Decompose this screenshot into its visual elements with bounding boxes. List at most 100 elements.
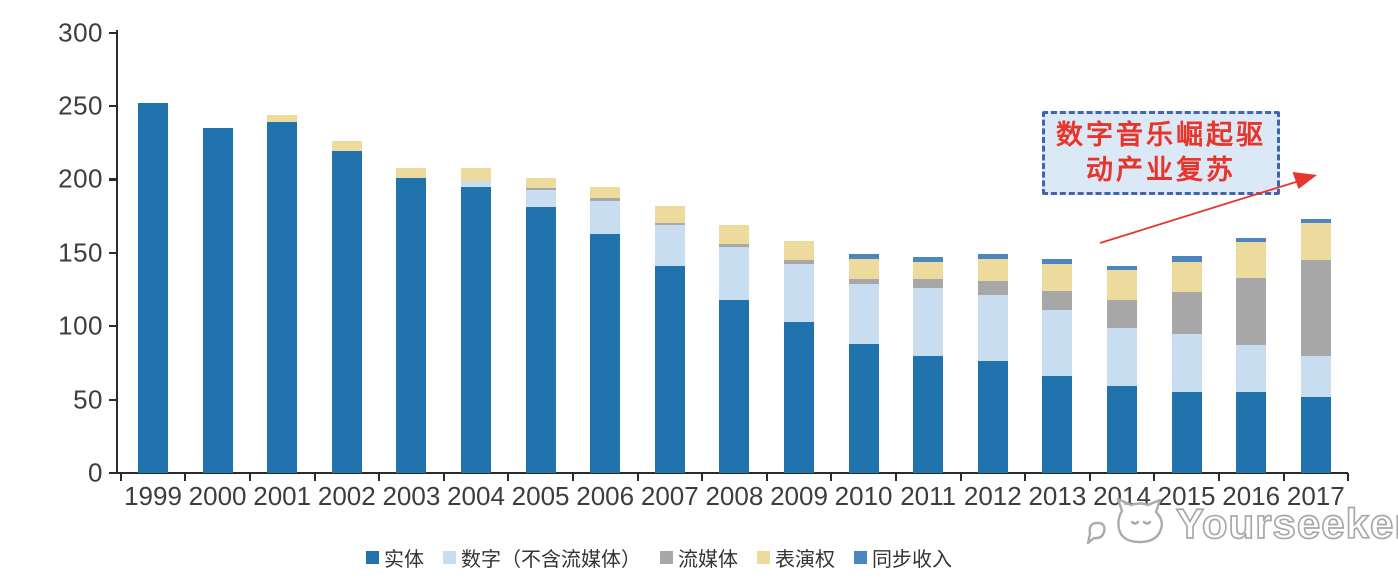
y-axis-tick xyxy=(109,325,117,328)
y-axis-tick-label: 250 xyxy=(58,90,103,121)
x-axis-tick xyxy=(1153,473,1156,481)
x-axis-tick xyxy=(119,473,122,481)
bar-segment xyxy=(784,241,814,261)
annotation-callout: 数字音乐崛起驱 动产业复苏 xyxy=(1042,111,1280,195)
legend-swatch xyxy=(854,551,867,564)
bar-segment xyxy=(396,177,427,473)
bar-segment xyxy=(654,223,685,225)
y-axis-tick-label: 0 xyxy=(88,457,103,488)
y-axis-tick-label: 100 xyxy=(58,310,103,341)
x-axis-tick xyxy=(1024,473,1027,481)
x-axis-tick xyxy=(571,473,575,481)
x-axis-label: 2007 xyxy=(640,481,699,511)
bar-segment xyxy=(848,283,879,344)
bar-segment xyxy=(461,180,491,187)
bar-segment xyxy=(848,343,879,473)
x-axis-label: 2002 xyxy=(317,481,376,511)
bar-segment xyxy=(1171,261,1202,293)
x-axis-tick xyxy=(701,473,704,481)
x-axis-label: 2010 xyxy=(834,481,893,511)
bar-segment xyxy=(654,205,685,224)
x-axis-label: 2011 xyxy=(900,481,957,511)
x-axis-label: 2005 xyxy=(511,481,570,511)
x-axis-label: 2003 xyxy=(382,481,441,511)
bar-segment xyxy=(1042,264,1073,291)
bar-segment xyxy=(525,189,556,208)
bar-segment xyxy=(1042,310,1073,377)
bar-segment xyxy=(590,198,621,202)
bar-segment xyxy=(977,258,1008,281)
legend-item: 数字（不含流媒体） xyxy=(443,543,641,572)
legend-label: 实体 xyxy=(384,549,424,571)
bar-segment xyxy=(848,258,879,280)
legend-swatch xyxy=(443,551,456,564)
x-axis-label: 2006 xyxy=(576,481,635,511)
bar-segment xyxy=(1300,223,1331,261)
legend-item: 流媒体 xyxy=(660,543,738,572)
y-axis-tick-label: 200 xyxy=(58,163,103,194)
x-axis-tick xyxy=(378,473,381,481)
x-axis-tick xyxy=(313,473,316,481)
x-axis-label: 2008 xyxy=(705,481,764,511)
legend: 实体 数字（不含流媒体） 流媒体 表演权 同步收入 xyxy=(366,543,952,572)
y-axis-line xyxy=(116,30,119,473)
bar-segment xyxy=(719,224,750,244)
bar-segment xyxy=(654,224,685,266)
legend-label: 流媒体 xyxy=(678,549,738,571)
x-axis-label: 2017 xyxy=(1286,481,1345,511)
bar-segment xyxy=(848,279,879,284)
bar-segment xyxy=(977,361,1008,473)
x-axis-tick xyxy=(507,473,510,481)
bar-segment xyxy=(1107,386,1137,473)
bar-segment xyxy=(461,186,491,473)
legend-item: 实体 xyxy=(366,543,424,572)
x-axis-tick xyxy=(636,473,639,481)
bar-segment xyxy=(1107,270,1137,300)
x-axis-label: 2012 xyxy=(963,481,1022,511)
bar-segment xyxy=(1107,265,1137,271)
x-axis-label: 2013 xyxy=(1028,481,1087,511)
bar-segment xyxy=(331,151,362,473)
watermark-text: Yourseeker xyxy=(1175,499,1398,548)
bar-segment xyxy=(590,233,621,473)
x-axis-label: 2000 xyxy=(188,481,247,511)
bar-segment xyxy=(913,287,944,356)
bar-segment xyxy=(913,261,944,280)
legend-swatch xyxy=(366,551,379,564)
legend-label: 同步收入 xyxy=(872,549,952,571)
y-axis-tick-label: 150 xyxy=(58,237,103,268)
y-axis-tick xyxy=(109,472,117,475)
y-axis-tick-label: 300 xyxy=(58,17,103,47)
y-axis-tick xyxy=(109,398,117,401)
bar-segment xyxy=(848,254,879,259)
bar-segment xyxy=(1236,238,1267,243)
x-axis-tick xyxy=(1217,473,1221,481)
x-axis-label: 2009 xyxy=(770,481,828,511)
bar-segment xyxy=(784,264,814,322)
bar-segment xyxy=(1107,299,1137,328)
x-axis-tick xyxy=(959,473,962,481)
y-axis-tick xyxy=(109,178,117,181)
bar-segment xyxy=(267,122,298,473)
x-axis-label: 2004 xyxy=(447,481,505,511)
x-axis-tick xyxy=(442,473,445,481)
x-axis-label: 1999 xyxy=(124,481,182,511)
bar-segment xyxy=(1300,260,1331,356)
bar-segment xyxy=(1236,392,1267,473)
legend-swatch xyxy=(757,551,770,564)
bar-segment xyxy=(913,355,944,473)
bar-segment xyxy=(1300,396,1331,473)
y-axis-tick xyxy=(109,251,117,254)
bar-segment xyxy=(1236,277,1267,346)
bar-segment xyxy=(138,102,168,473)
bar-segment xyxy=(977,280,1008,296)
legend-swatch xyxy=(660,551,673,564)
bar-segment xyxy=(1171,333,1202,393)
x-axis-tick xyxy=(184,473,187,481)
bar-segment xyxy=(1171,255,1202,262)
x-axis-tick xyxy=(830,473,833,481)
watermark: Yourseeker xyxy=(1084,496,1398,552)
y-axis-tick-label: 50 xyxy=(73,384,103,415)
bar-segment xyxy=(719,246,750,300)
